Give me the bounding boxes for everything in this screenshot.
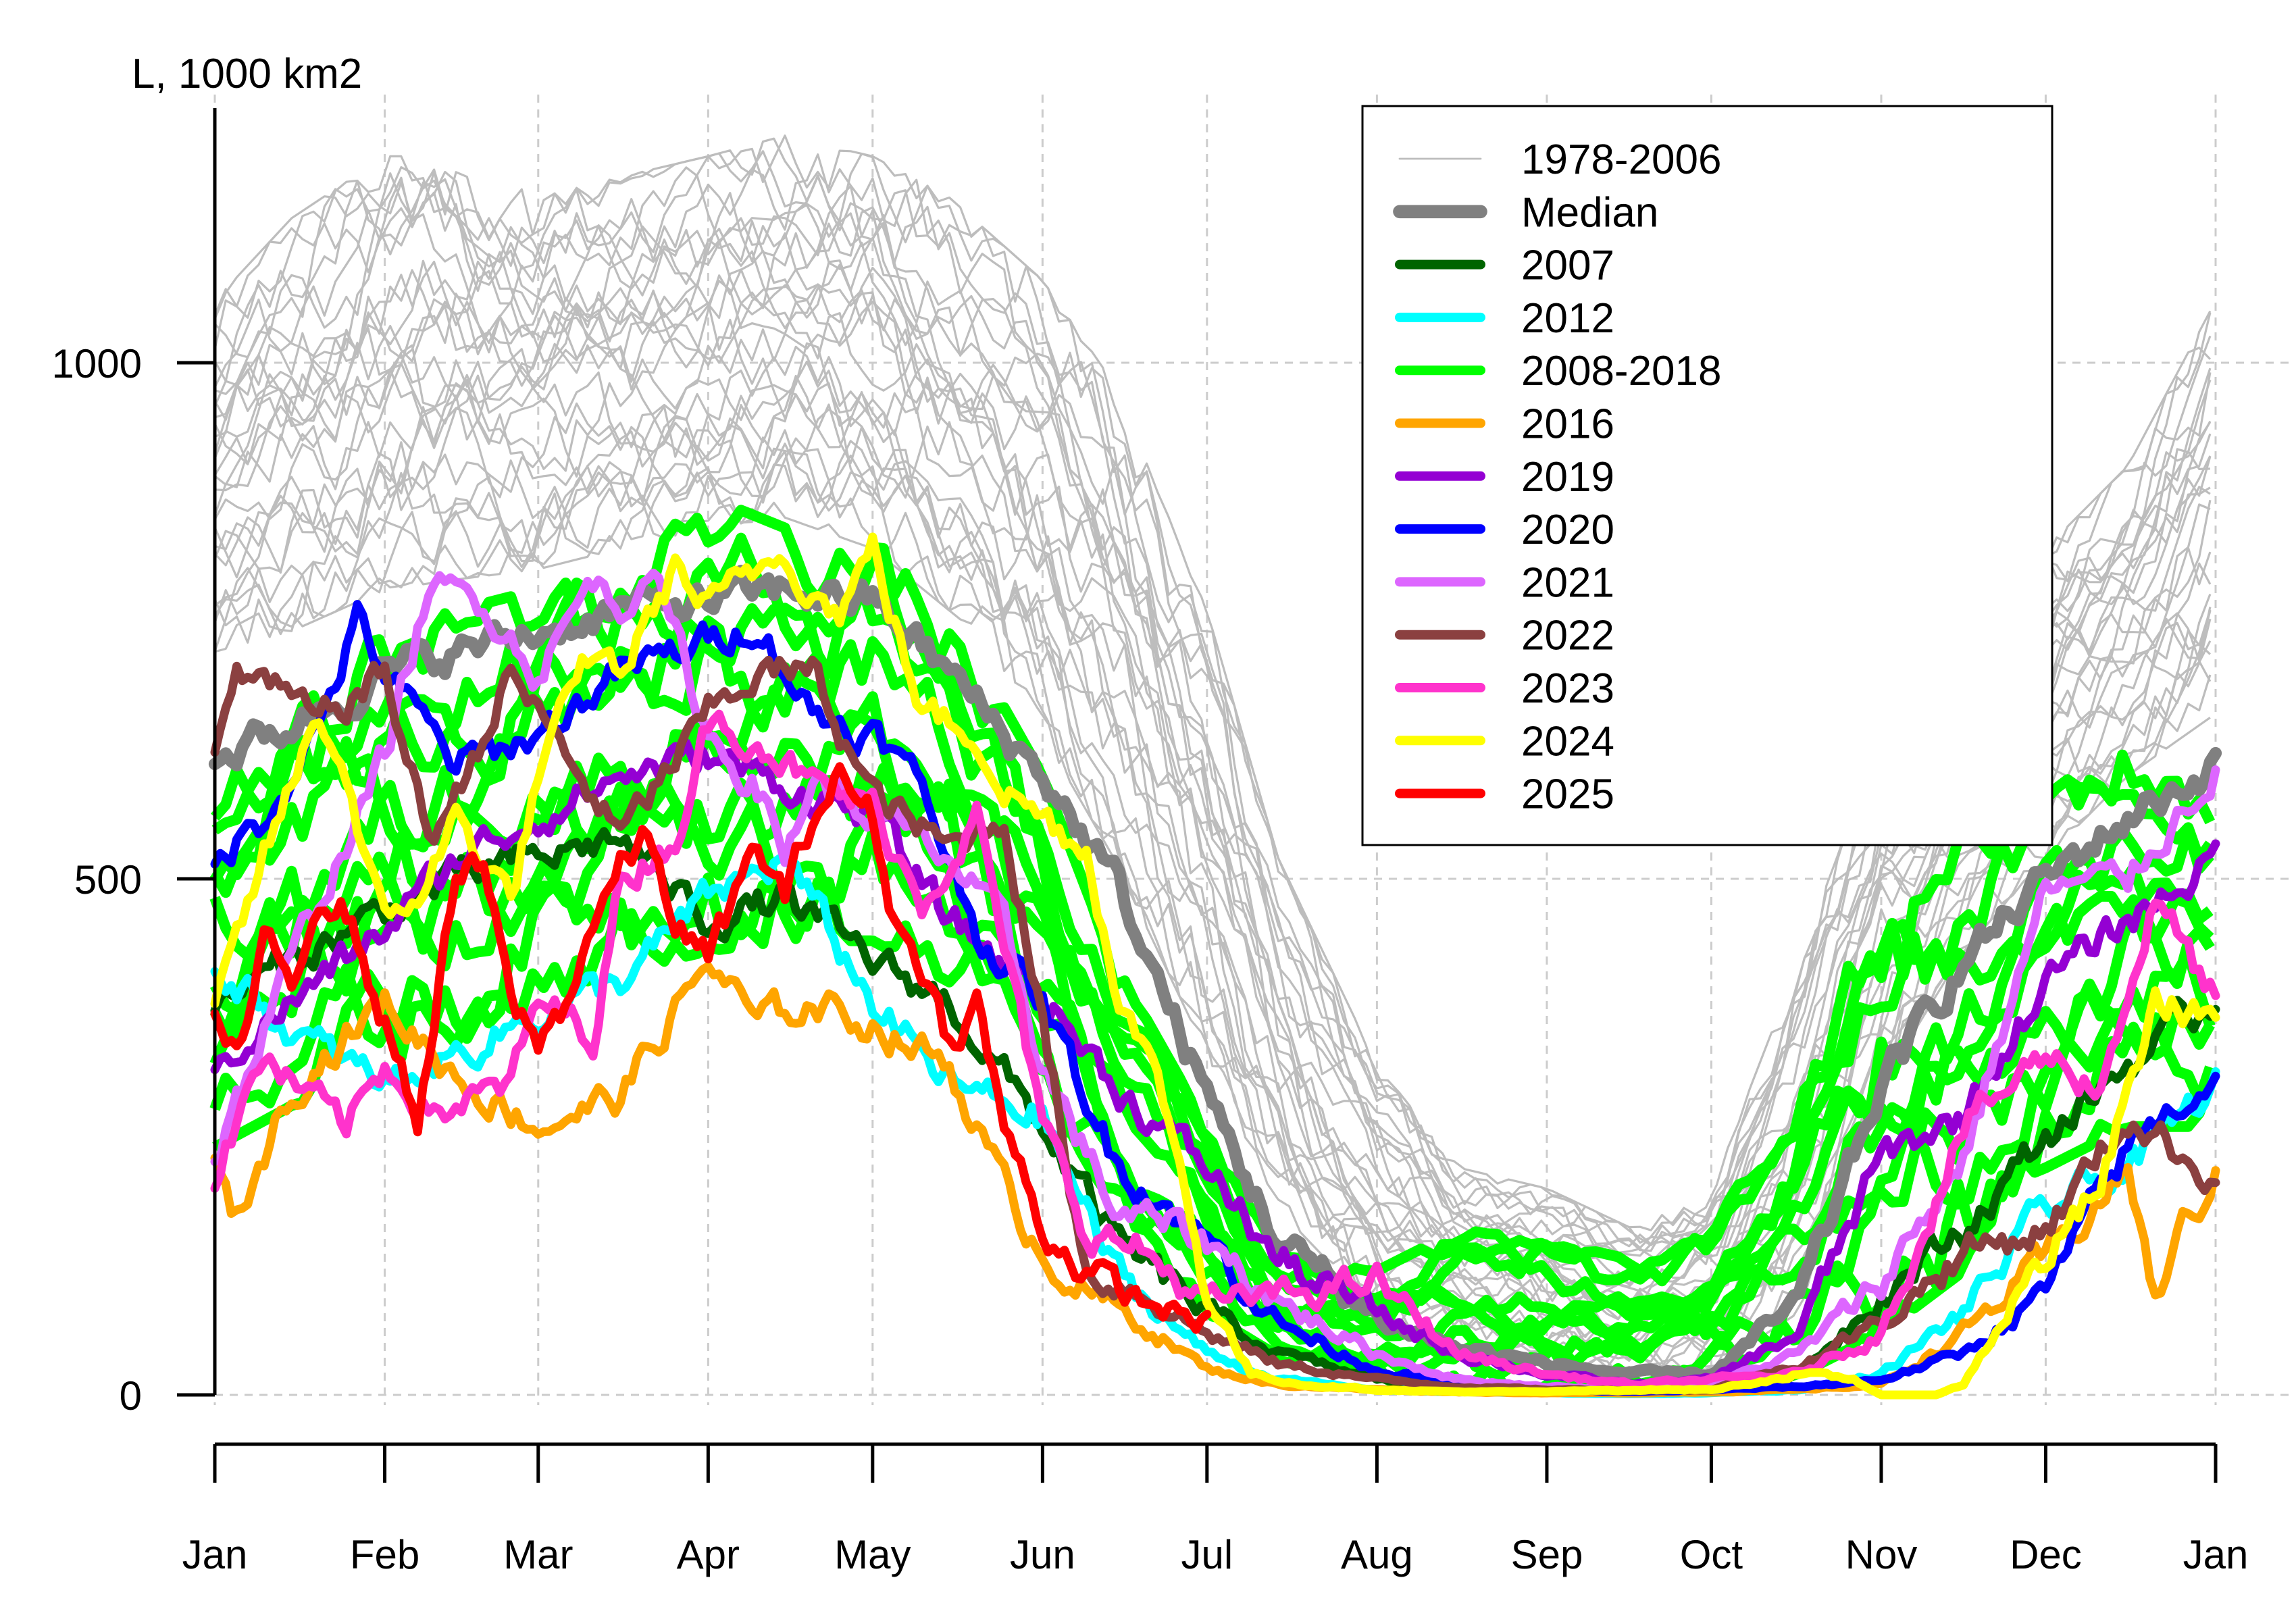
x-tick-label: Feb <box>350 1532 419 1577</box>
legend-label: Median <box>1521 189 1658 236</box>
line-2024 <box>210 532 2220 1400</box>
line-2025 <box>210 762 1212 1334</box>
line-1978-2006 <box>214 172 2212 1252</box>
line-2023 <box>210 709 2220 1390</box>
historical-lines <box>209 134 2216 1397</box>
x-tick-label: Oct <box>1680 1532 1743 1577</box>
legend-label: 2016 <box>1521 401 1614 448</box>
line-2019 <box>210 738 2220 1389</box>
legend-label: 2012 <box>1521 295 1614 342</box>
x-tick-label: Jun <box>1010 1532 1075 1577</box>
y-tick-label: 1000 <box>52 341 142 386</box>
line-1978-2006 <box>213 345 2212 1348</box>
legend-label: 2007 <box>1521 243 1614 289</box>
x-tick-label: Mar <box>503 1532 573 1577</box>
x-tick-label: Apr <box>677 1532 740 1577</box>
legend-label: 2022 <box>1521 613 1614 659</box>
x-tick-label: Jan <box>182 1532 248 1577</box>
legend-label: 1978-2006 <box>1521 136 1722 183</box>
x-tick-label: Jul <box>1181 1532 1233 1577</box>
line-2021 <box>210 568 2220 1395</box>
x-tick-label: Aug <box>1341 1532 1413 1577</box>
legend-label: 2019 <box>1521 454 1614 501</box>
legend: 1978-2006 Median 2007 2012 2008-2018 2016 2019… <box>1361 105 2053 846</box>
legend-label: 2025 <box>1521 771 1614 818</box>
x-tick-label: Nov <box>1845 1532 1918 1577</box>
x-tick-label: Jan <box>2183 1532 2249 1577</box>
line-1978-2006 <box>213 184 2212 1285</box>
legend-label: 2008-2018 <box>1521 348 1722 394</box>
axes: 0 500 1000 Jan Feb Mar Apr May Jun Jul Aug Sep Oct No… <box>52 108 2249 1577</box>
y-tick-label: 500 <box>74 857 142 902</box>
x-tick-label: May <box>834 1532 911 1577</box>
legend-label: 2024 <box>1521 718 1614 765</box>
line-1978-2006 <box>213 192 2210 1287</box>
y-tick-label: 0 <box>120 1373 142 1419</box>
line-1978-2006 <box>214 429 2211 1373</box>
legend-label: 2023 <box>1521 665 1614 712</box>
line-2008-2018 <box>210 505 2216 1287</box>
x-tick-label: Dec <box>2010 1532 2082 1577</box>
line-Median <box>208 564 2222 1382</box>
line-1978-2006 <box>213 374 2212 1349</box>
line-2008-2018 <box>210 615 2214 1342</box>
line-2008-2018 <box>211 532 2215 1304</box>
legend-label: 2021 <box>1521 559 1614 606</box>
line-1978-2006 <box>213 301 2212 1320</box>
legend-label: 2020 <box>1521 507 1614 553</box>
x-tick-label: Sep <box>1511 1532 1583 1577</box>
y-axis-label: L, 1000 km2 <box>132 51 362 97</box>
series-lines <box>208 532 2222 1400</box>
